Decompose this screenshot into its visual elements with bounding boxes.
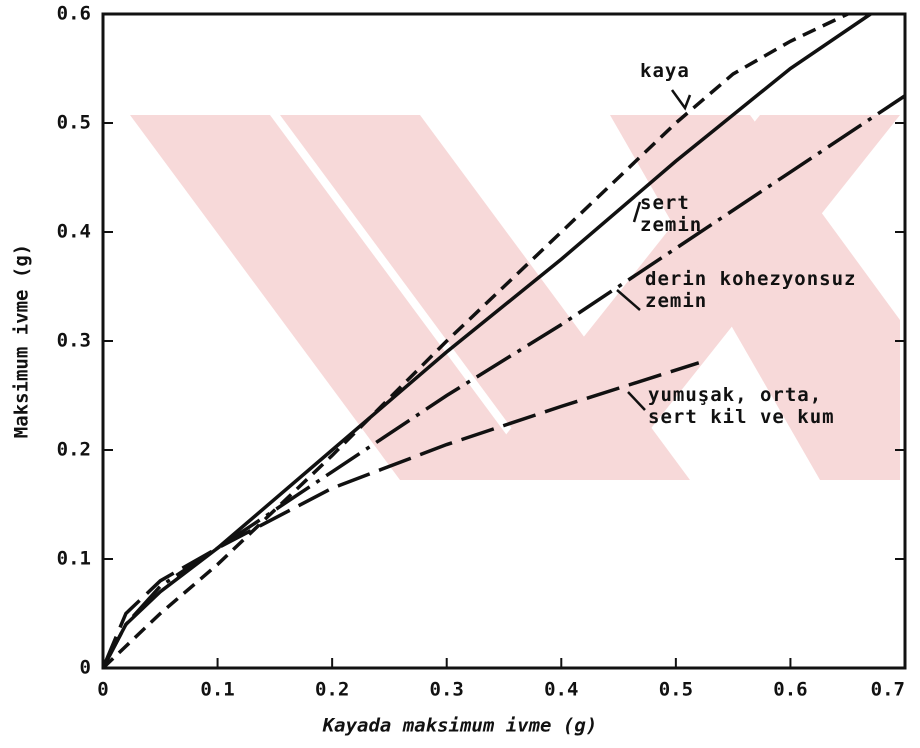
series-line bbox=[101, 361, 700, 669]
x-tick-label: 0.7 bbox=[871, 679, 905, 701]
x-tick-label: 0.3 bbox=[430, 679, 464, 701]
series-line bbox=[101, 12, 872, 669]
series-label: kaya bbox=[640, 60, 690, 82]
y-tick-label: 0.1 bbox=[57, 548, 91, 570]
x-tick-label: 0.4 bbox=[544, 679, 578, 701]
series-line bbox=[101, 12, 849, 670]
series-label: sert zemin bbox=[640, 192, 703, 236]
x-tick-label: 0.2 bbox=[315, 679, 349, 701]
y-tick-label: 0.3 bbox=[57, 330, 91, 352]
y-tick-label: 0 bbox=[80, 657, 91, 679]
x-tick-label: 0.1 bbox=[200, 679, 234, 701]
x-tick-label: 0 bbox=[97, 679, 108, 701]
series-label: derin kohezyonsuz zemin bbox=[645, 268, 857, 312]
y-axis-title: Maksimum ivme (g) bbox=[11, 244, 33, 438]
x-tick-label: 0.6 bbox=[773, 679, 807, 701]
y-tick-label: 0.2 bbox=[57, 439, 91, 461]
watermark bbox=[130, 115, 900, 480]
x-axis-title: Kayada maksimum ivme (g) bbox=[322, 715, 598, 737]
x-tick-label: 0.5 bbox=[659, 679, 693, 701]
y-tick-label: 0.6 bbox=[57, 3, 91, 25]
series-line bbox=[101, 94, 906, 669]
y-tick-label: 0.4 bbox=[57, 221, 91, 243]
y-tick-label: 0.5 bbox=[57, 112, 91, 134]
series-label: yumuşak, orta, sert kil ve kum bbox=[648, 384, 835, 428]
